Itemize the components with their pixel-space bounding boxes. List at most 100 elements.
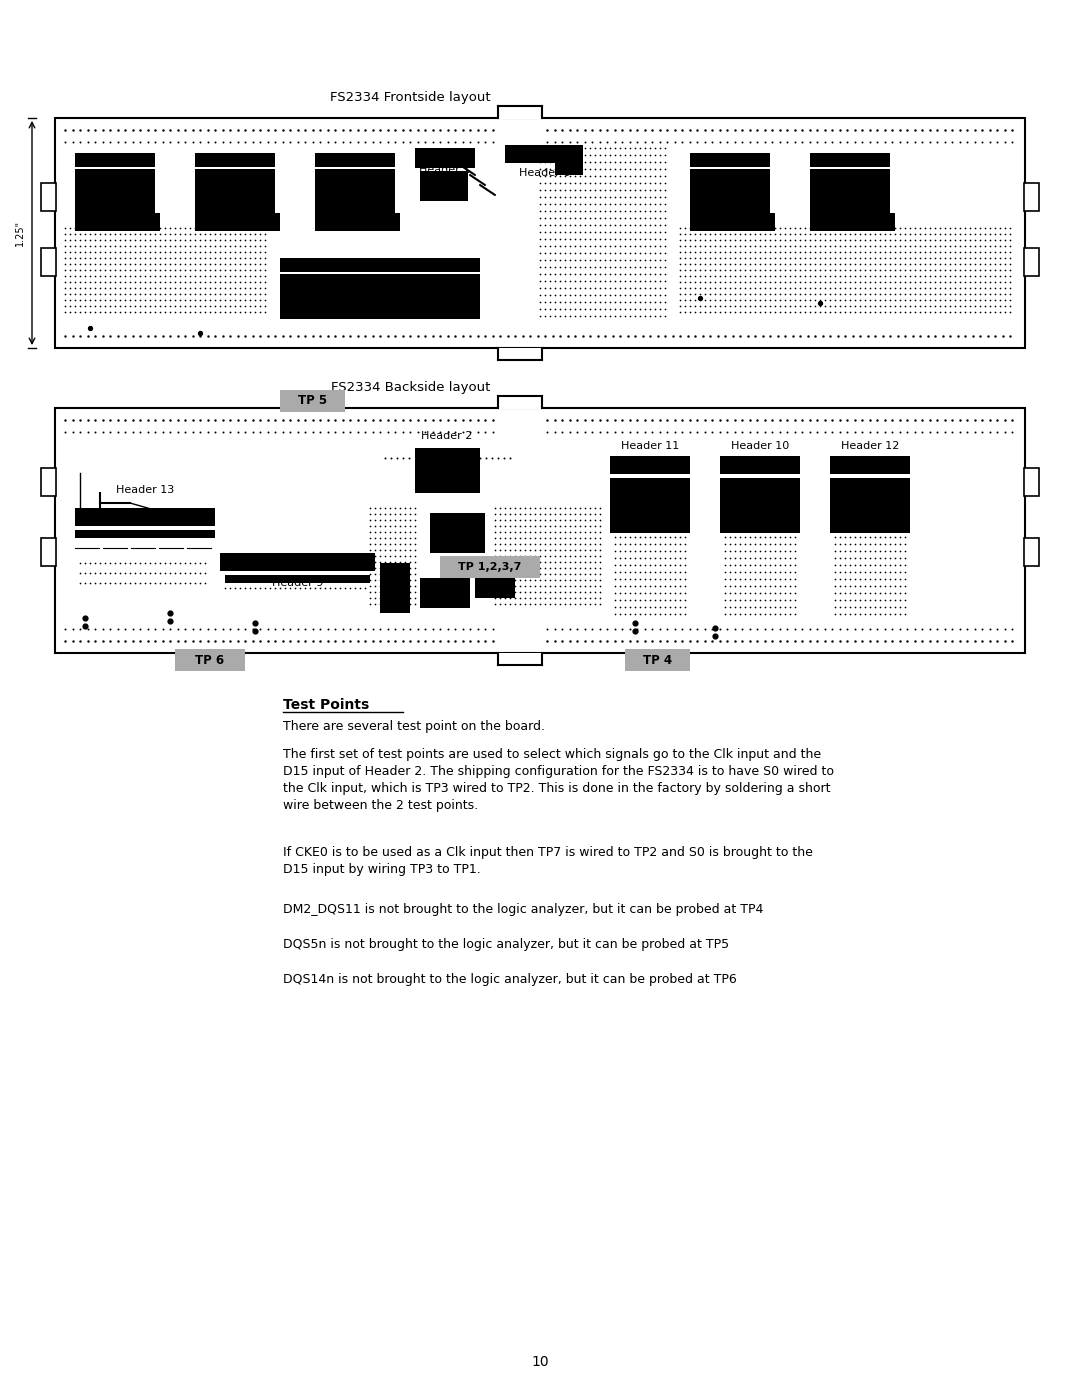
Point bbox=[537, 158, 554, 180]
Point bbox=[491, 521, 509, 543]
Point bbox=[881, 277, 899, 299]
Point bbox=[402, 563, 419, 585]
Point bbox=[592, 563, 609, 585]
Point bbox=[191, 409, 208, 432]
Point bbox=[727, 229, 744, 251]
Point bbox=[252, 617, 269, 640]
Point bbox=[133, 200, 150, 222]
Point bbox=[981, 409, 998, 432]
Point bbox=[537, 563, 554, 585]
Point bbox=[546, 158, 564, 180]
Point bbox=[132, 235, 149, 257]
Point bbox=[651, 305, 669, 327]
Point bbox=[841, 546, 859, 569]
Point bbox=[372, 521, 389, 543]
Point bbox=[531, 574, 549, 597]
Point bbox=[851, 282, 868, 305]
Point bbox=[94, 326, 111, 348]
Point bbox=[129, 176, 146, 198]
Point bbox=[697, 247, 714, 270]
Point bbox=[642, 581, 659, 604]
Point bbox=[681, 235, 699, 257]
Point bbox=[748, 617, 766, 640]
Point bbox=[771, 567, 788, 590]
Point bbox=[431, 119, 448, 141]
Point bbox=[112, 200, 130, 222]
Point bbox=[221, 420, 239, 443]
Point bbox=[777, 289, 794, 312]
Point bbox=[362, 574, 379, 597]
Point bbox=[876, 546, 893, 569]
Point bbox=[366, 527, 383, 549]
Point bbox=[364, 326, 381, 348]
Point bbox=[752, 289, 769, 312]
Point bbox=[746, 581, 764, 604]
Point bbox=[642, 214, 659, 236]
Point bbox=[172, 300, 189, 323]
Point bbox=[537, 527, 554, 549]
Point bbox=[646, 151, 663, 173]
Point bbox=[602, 221, 619, 243]
Text: Header 7: Header 7 bbox=[704, 175, 756, 184]
Point bbox=[151, 229, 168, 251]
Point bbox=[454, 617, 471, 640]
Point bbox=[246, 229, 264, 251]
Point bbox=[161, 300, 178, 323]
Point bbox=[402, 545, 419, 567]
Point bbox=[546, 228, 564, 250]
Point bbox=[111, 240, 129, 263]
Point bbox=[102, 571, 119, 594]
Point bbox=[381, 515, 399, 538]
Point bbox=[212, 240, 229, 263]
Point bbox=[651, 200, 669, 222]
Point bbox=[741, 271, 758, 293]
Point bbox=[197, 265, 214, 288]
Point bbox=[546, 515, 564, 538]
Point bbox=[912, 258, 929, 281]
Point bbox=[646, 604, 663, 626]
Point bbox=[642, 256, 659, 278]
Point bbox=[931, 224, 948, 246]
Point bbox=[362, 550, 379, 573]
Point bbox=[62, 289, 79, 312]
Point bbox=[141, 229, 159, 251]
Point bbox=[636, 200, 653, 222]
Point bbox=[866, 581, 883, 604]
Point bbox=[632, 511, 649, 534]
Point bbox=[546, 503, 564, 525]
Point bbox=[571, 172, 589, 194]
Point bbox=[786, 282, 804, 305]
Point bbox=[86, 229, 104, 251]
Point bbox=[657, 277, 674, 299]
Point bbox=[786, 240, 804, 263]
Point bbox=[372, 326, 389, 348]
Point bbox=[507, 581, 524, 604]
Point bbox=[741, 235, 758, 257]
Point bbox=[891, 271, 908, 293]
Point bbox=[832, 532, 849, 555]
Point bbox=[216, 217, 233, 239]
Point bbox=[934, 326, 951, 348]
Point bbox=[501, 515, 518, 538]
Point bbox=[141, 224, 159, 246]
Point bbox=[642, 511, 659, 534]
Point bbox=[598, 420, 616, 443]
Point bbox=[881, 597, 899, 619]
Point bbox=[108, 191, 125, 214]
Point bbox=[241, 235, 258, 257]
Point bbox=[883, 420, 901, 443]
Point bbox=[161, 119, 178, 141]
Point bbox=[141, 258, 159, 281]
Point bbox=[712, 229, 729, 251]
Point bbox=[132, 326, 149, 348]
Point bbox=[712, 258, 729, 281]
Point bbox=[92, 253, 109, 275]
Point bbox=[629, 630, 646, 652]
Point bbox=[596, 277, 613, 299]
Point bbox=[199, 630, 216, 652]
Point bbox=[756, 224, 773, 246]
Point bbox=[166, 258, 184, 281]
Point bbox=[912, 277, 929, 299]
Point bbox=[402, 617, 419, 640]
Point bbox=[676, 604, 693, 626]
